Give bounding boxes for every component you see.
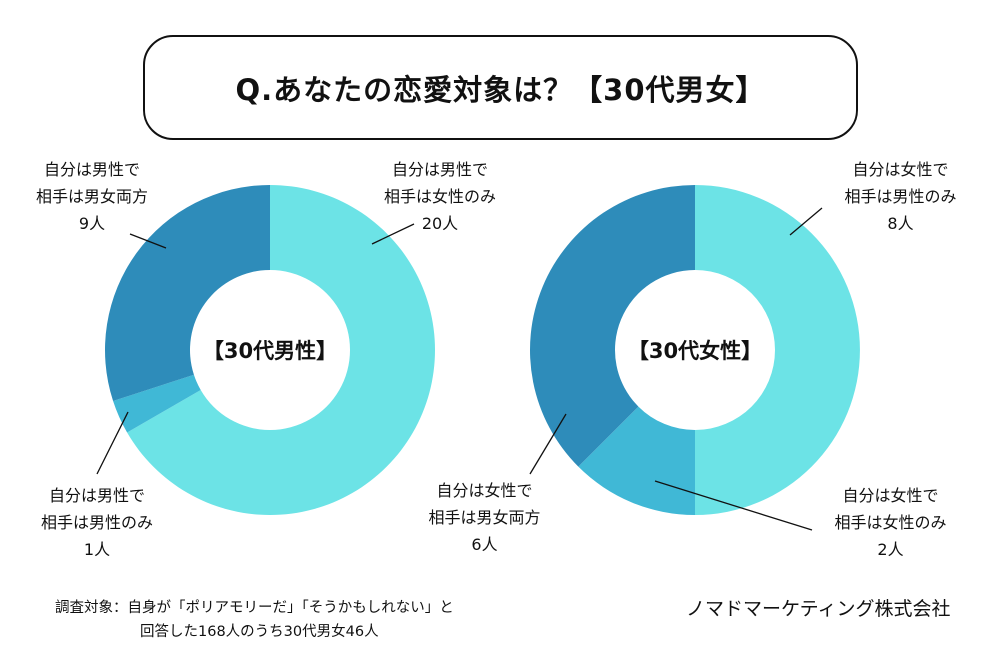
- label-line: 自分は男性で: [43, 160, 140, 179]
- label-male-both: 自分は男性で 相手は男女両方 9人: [22, 156, 162, 237]
- center-label-female: 【30代女性】: [627, 339, 763, 363]
- donut-slice: [695, 185, 860, 515]
- leader-line: [129, 233, 167, 249]
- leader-line: [371, 223, 415, 245]
- leader-line: [529, 413, 567, 475]
- label-line: 相手は男女両方: [428, 508, 541, 527]
- survey-note-line1: 調査対象：自身が「ポリアモリーだ」「そうかもしれない」と: [55, 600, 454, 616]
- label-female-women: 自分は女性で 相手は女性のみ 2人: [818, 482, 963, 563]
- label-count: 2人: [877, 540, 904, 559]
- label-count: 9人: [78, 214, 106, 233]
- label-line: 自分は女性で: [436, 481, 533, 500]
- center-label-male: 【30代男性】: [202, 339, 338, 363]
- label-count: 8人: [887, 214, 914, 233]
- donut-slice: [530, 185, 695, 467]
- donut-chart-male: [105, 185, 436, 515]
- label-line: 自分は男性で: [48, 486, 145, 505]
- donut-slice: [113, 374, 201, 433]
- label-male-women: 自分は男性で 相手は女性のみ 20人: [370, 156, 510, 237]
- label-count: 20人: [421, 214, 459, 233]
- leader-line: [96, 411, 129, 475]
- leader-line: [654, 480, 813, 531]
- label-line: 自分は女性で: [842, 486, 939, 505]
- label-line: 相手は男性のみ: [40, 513, 153, 532]
- label-line: 相手は女性のみ: [383, 187, 496, 206]
- donut-slice: [578, 406, 695, 515]
- label-line: 自分は女性で: [852, 160, 949, 179]
- label-line: 相手は男性のみ: [844, 187, 957, 206]
- label-line: 相手は女性のみ: [834, 513, 947, 532]
- survey-note-line2: 回答した168人のうち30代男女46人: [140, 624, 379, 640]
- label-male-men: 自分は男性で 相手は男性のみ 1人: [22, 482, 172, 563]
- leader-line: [789, 207, 823, 236]
- label-female-men: 自分は女性で 相手は男性のみ 8人: [828, 156, 973, 237]
- label-count: 1人: [83, 540, 111, 559]
- label-female-both: 自分は女性で 相手は男女両方 6人: [412, 477, 557, 558]
- label-count: 6人: [471, 535, 498, 554]
- company-name: ノマドマーケティング株式会社: [686, 598, 951, 620]
- donut-chart-female: [530, 185, 860, 515]
- page-title: Q.あなたの恋愛対象は？【30代男女】: [235, 72, 766, 107]
- donut-slice: [127, 185, 436, 515]
- label-line: 自分は男性で: [391, 160, 488, 179]
- label-line: 相手は男女両方: [35, 187, 148, 206]
- title-box: Q.あなたの恋愛対象は？【30代男女】: [143, 35, 858, 140]
- leader-lines: [96, 207, 823, 531]
- donut-slice: [105, 185, 270, 401]
